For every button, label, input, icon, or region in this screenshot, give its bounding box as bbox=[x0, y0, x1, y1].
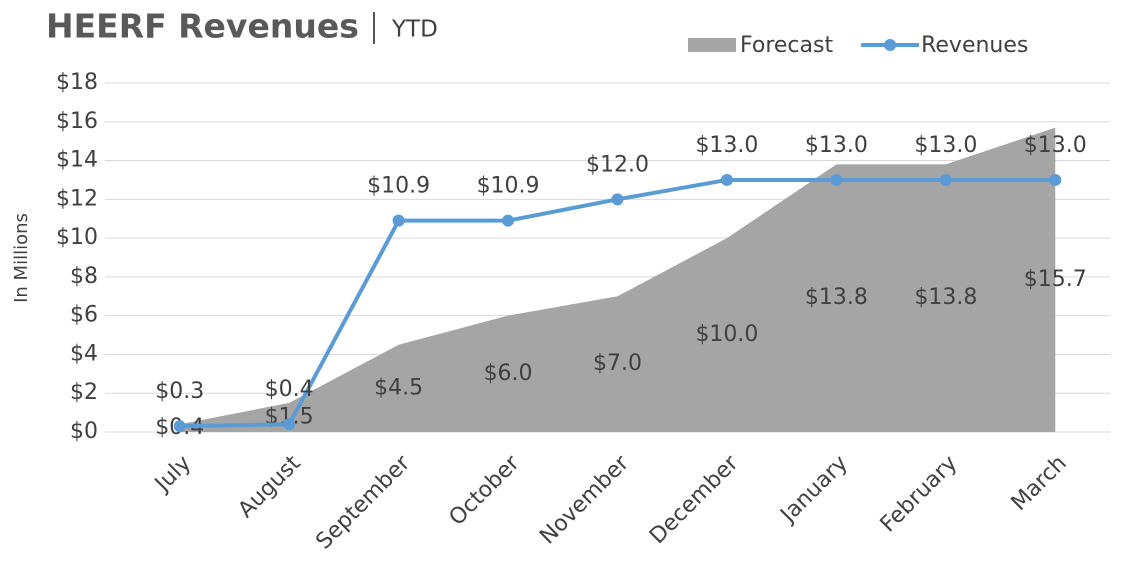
revenue-point bbox=[392, 214, 405, 227]
y-tick-label: $14 bbox=[56, 148, 98, 173]
data-label: $13.0 bbox=[805, 133, 868, 158]
data-label: $13.8 bbox=[805, 285, 868, 310]
x-tick-label: July bbox=[149, 451, 196, 498]
x-tick-label: January bbox=[775, 451, 853, 529]
y-axis-label: In Millions bbox=[11, 213, 32, 303]
legend-swatch bbox=[688, 38, 736, 52]
y-tick-label: $10 bbox=[56, 225, 98, 250]
data-label: $10.0 bbox=[695, 322, 758, 347]
revenue-point bbox=[502, 214, 515, 227]
data-label: $0.3 bbox=[155, 379, 204, 404]
legend-label: Revenues bbox=[921, 33, 1028, 58]
data-label: $13.0 bbox=[1024, 133, 1087, 158]
legend-label: Forecast bbox=[740, 33, 833, 58]
revenue-point bbox=[173, 420, 186, 433]
data-label: $7.0 bbox=[593, 351, 642, 376]
revenue-point bbox=[830, 173, 843, 186]
x-tick-label: December bbox=[645, 450, 744, 549]
data-label: $13.0 bbox=[695, 133, 758, 158]
legend-marker bbox=[884, 39, 897, 51]
y-tick-label: $12 bbox=[56, 186, 98, 211]
x-tick-label: November bbox=[535, 450, 634, 549]
y-tick-label: $0 bbox=[70, 419, 98, 444]
x-tick-label: September bbox=[311, 450, 415, 554]
y-tick-label: $8 bbox=[70, 264, 98, 289]
revenue-point bbox=[283, 418, 296, 431]
data-label: $10.9 bbox=[367, 174, 430, 199]
y-tick-label: $6 bbox=[70, 303, 98, 328]
revenue-point bbox=[720, 173, 733, 186]
chart-subtitle: YTD bbox=[391, 17, 438, 43]
data-label: $15.7 bbox=[1024, 267, 1087, 292]
x-tick-label: February bbox=[876, 451, 963, 538]
y-tick-label: $4 bbox=[70, 341, 98, 366]
x-tick-label: March bbox=[1007, 451, 1072, 516]
x-tick-label: August bbox=[234, 451, 306, 523]
data-label: $13.0 bbox=[914, 133, 977, 158]
x-tick-label: October bbox=[445, 450, 526, 531]
forecast-area bbox=[179, 127, 1056, 432]
revenue-point bbox=[611, 193, 624, 206]
y-tick-label: $2 bbox=[70, 380, 98, 405]
data-label: $12.0 bbox=[586, 152, 649, 177]
revenue-point bbox=[939, 173, 952, 186]
data-label: $13.8 bbox=[914, 285, 977, 310]
y-tick-label: $18 bbox=[56, 70, 98, 95]
data-label: $0.4 bbox=[265, 377, 314, 402]
data-label: $6.0 bbox=[484, 361, 533, 386]
chart-title: HEERF Revenues bbox=[46, 7, 359, 46]
revenue-point bbox=[1049, 173, 1062, 186]
y-tick-label: $16 bbox=[56, 109, 98, 134]
data-label: $10.9 bbox=[477, 174, 540, 199]
data-label: $4.5 bbox=[374, 375, 423, 400]
